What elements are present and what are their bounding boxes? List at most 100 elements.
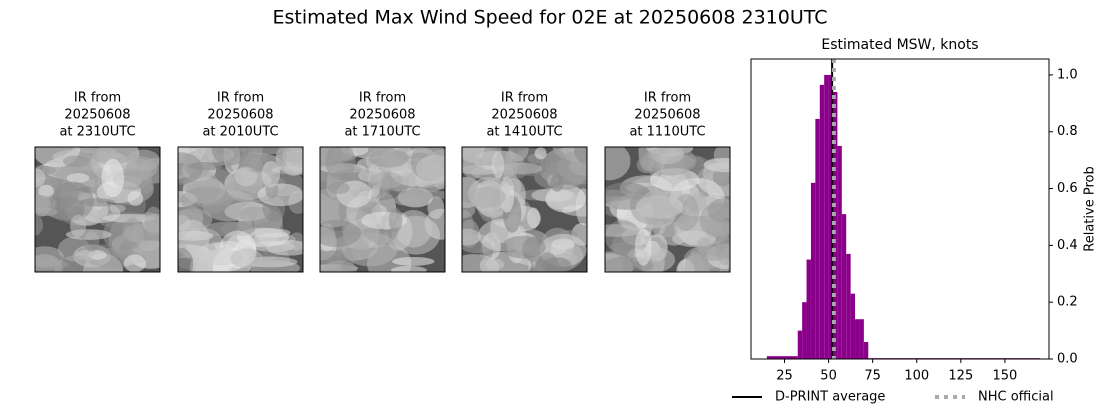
cloud xyxy=(368,148,409,168)
cloud xyxy=(38,184,54,198)
cloud xyxy=(491,151,505,179)
cloud xyxy=(261,160,281,188)
cloud xyxy=(62,155,90,167)
x-tick-label: 150 xyxy=(993,369,1018,384)
cloud xyxy=(178,248,194,272)
cloud xyxy=(391,256,435,266)
satellite-image xyxy=(605,147,730,272)
cloud xyxy=(684,251,705,272)
cloud xyxy=(35,168,46,187)
cloud xyxy=(531,188,574,203)
cloud xyxy=(234,166,258,187)
image-title: 20250608 xyxy=(349,108,415,123)
cloud xyxy=(230,248,263,269)
bar xyxy=(837,145,842,359)
cloud xyxy=(696,237,711,255)
bar xyxy=(815,118,820,360)
bar xyxy=(863,341,869,359)
cloud xyxy=(178,219,210,259)
image-title: at 2310UTC xyxy=(59,125,135,140)
satellite-image xyxy=(320,147,445,272)
cloud xyxy=(220,222,255,237)
bar xyxy=(824,74,829,359)
cloud xyxy=(637,190,678,229)
cloud xyxy=(211,147,250,166)
image-frame xyxy=(461,146,588,273)
cloud xyxy=(57,236,91,262)
image-title: IR from xyxy=(359,91,406,106)
image-title: at 1710UTC xyxy=(344,125,420,140)
x-tick-label: 100 xyxy=(904,369,929,384)
image-title: 20250608 xyxy=(634,108,700,123)
cloud xyxy=(707,198,730,223)
cloud xyxy=(180,186,232,214)
cloud xyxy=(503,150,518,187)
cloud xyxy=(109,204,126,213)
cloud xyxy=(66,173,90,183)
image-title: at 1410UTC xyxy=(486,125,562,140)
bar xyxy=(806,259,811,359)
cloud xyxy=(462,155,484,180)
cloud xyxy=(462,201,476,219)
cloud xyxy=(178,152,203,185)
cloud xyxy=(605,224,643,237)
legend-label: D-PRINT average xyxy=(775,390,885,405)
image-title: IR from xyxy=(74,91,121,106)
cloud xyxy=(534,147,547,160)
cloud xyxy=(462,228,482,246)
x-tick-label: 75 xyxy=(864,369,881,384)
cloud xyxy=(79,198,116,207)
cloud xyxy=(416,154,445,184)
image-title: 20250608 xyxy=(207,108,273,123)
cloud xyxy=(323,260,357,272)
cloud xyxy=(285,147,303,168)
image-frame xyxy=(319,146,446,273)
cloud xyxy=(320,219,361,247)
plot-frame xyxy=(750,58,1050,360)
bar xyxy=(797,330,803,359)
satellite-image xyxy=(178,147,303,272)
cloud xyxy=(123,222,160,244)
bar xyxy=(855,319,860,359)
bar xyxy=(802,302,807,359)
cloud xyxy=(369,171,403,189)
image-title: 20250608 xyxy=(64,108,130,123)
image-frame xyxy=(34,146,161,273)
cloud xyxy=(634,228,652,266)
cloud xyxy=(266,240,303,256)
image-title: at 1110UTC xyxy=(629,125,705,140)
cloud xyxy=(388,207,403,233)
figure-title: Estimated Max Wind Speed for 02E at 2025… xyxy=(272,7,827,29)
y-axis-label: Relative Prob xyxy=(1083,166,1098,251)
y-tick-label: 1.0 xyxy=(1057,67,1078,82)
bar xyxy=(850,293,856,359)
bar xyxy=(859,319,864,359)
cloud xyxy=(325,147,356,181)
bar xyxy=(841,214,847,359)
image-title: at 2010UTC xyxy=(202,125,278,140)
cloud xyxy=(535,252,560,272)
image-title: IR from xyxy=(217,91,264,106)
y-tick-label: 0.2 xyxy=(1057,295,1078,310)
image-frame xyxy=(177,146,304,273)
cloud xyxy=(605,147,631,181)
x-tick-label: 50 xyxy=(820,369,837,384)
cloud xyxy=(248,157,263,173)
cloud xyxy=(501,235,546,259)
cloud xyxy=(239,147,291,155)
cloud xyxy=(712,168,730,186)
cloud xyxy=(550,174,564,192)
cloud xyxy=(102,213,155,223)
cloud xyxy=(636,156,658,174)
bar xyxy=(828,74,833,359)
bar xyxy=(846,253,851,359)
cloud xyxy=(327,181,350,194)
image-title: 20250608 xyxy=(491,108,557,123)
x-tick-label: 125 xyxy=(948,369,973,384)
cloud xyxy=(35,207,58,217)
cloud xyxy=(35,214,44,236)
bar xyxy=(819,84,825,360)
cloud xyxy=(703,157,730,173)
bar xyxy=(810,182,816,359)
